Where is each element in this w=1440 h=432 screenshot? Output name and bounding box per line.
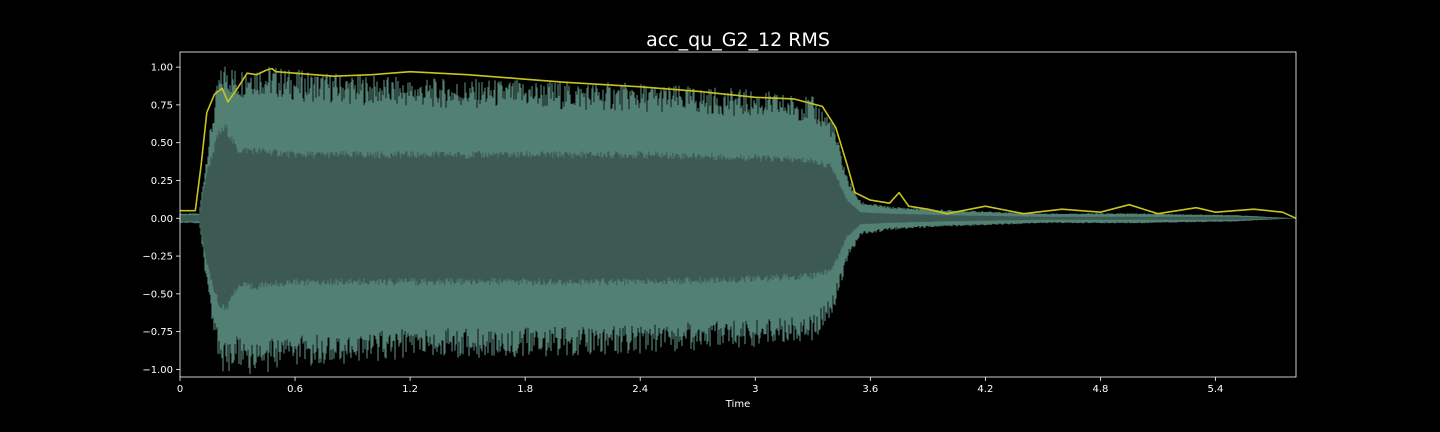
- x-tick-label: 4.2: [977, 384, 993, 395]
- y-tick-label: −0.75: [142, 327, 173, 338]
- x-tick-label: 0.6: [287, 384, 303, 395]
- x-tick-label: 1.8: [517, 384, 533, 395]
- plot-area: [179, 66, 1297, 374]
- x-axis: 0 0.6 1.2 1.8 2.4 3 3.6 4.2 4.8 5.4: [177, 377, 1224, 395]
- y-tick-label: 0.25: [151, 176, 173, 187]
- y-tick-label: 0.50: [151, 138, 173, 149]
- y-tick-label: −0.25: [142, 252, 173, 263]
- x-tick-label: 1.2: [402, 384, 418, 395]
- y-tick-label: 1.00: [151, 63, 173, 74]
- y-axis: 1.00 0.75 0.50 0.25 0.00 −0.25 −0.50 −0.75 −1.00: [142, 63, 180, 376]
- y-tick-label: −1.00: [142, 365, 173, 376]
- x-tick-label: 3: [752, 384, 758, 395]
- waveform-series: [179, 66, 1296, 374]
- y-tick-label: −0.50: [142, 289, 173, 300]
- rms-line: [180, 67, 1297, 220]
- x-tick-label: 0: [177, 384, 183, 395]
- y-tick-label: 0.75: [151, 100, 173, 111]
- x-tick-label: 5.4: [1208, 384, 1224, 395]
- x-tick-label: 4.8: [1092, 384, 1108, 395]
- x-tick-label: 3.6: [862, 384, 878, 395]
- plot-frame: [179, 51, 1297, 378]
- y-tick-label: 0.00: [151, 214, 173, 225]
- chart-title: acc_qu_G2_12 RMS: [646, 29, 830, 51]
- x-tick-label: 2.4: [632, 384, 648, 395]
- x-axis-label: Time: [725, 399, 750, 410]
